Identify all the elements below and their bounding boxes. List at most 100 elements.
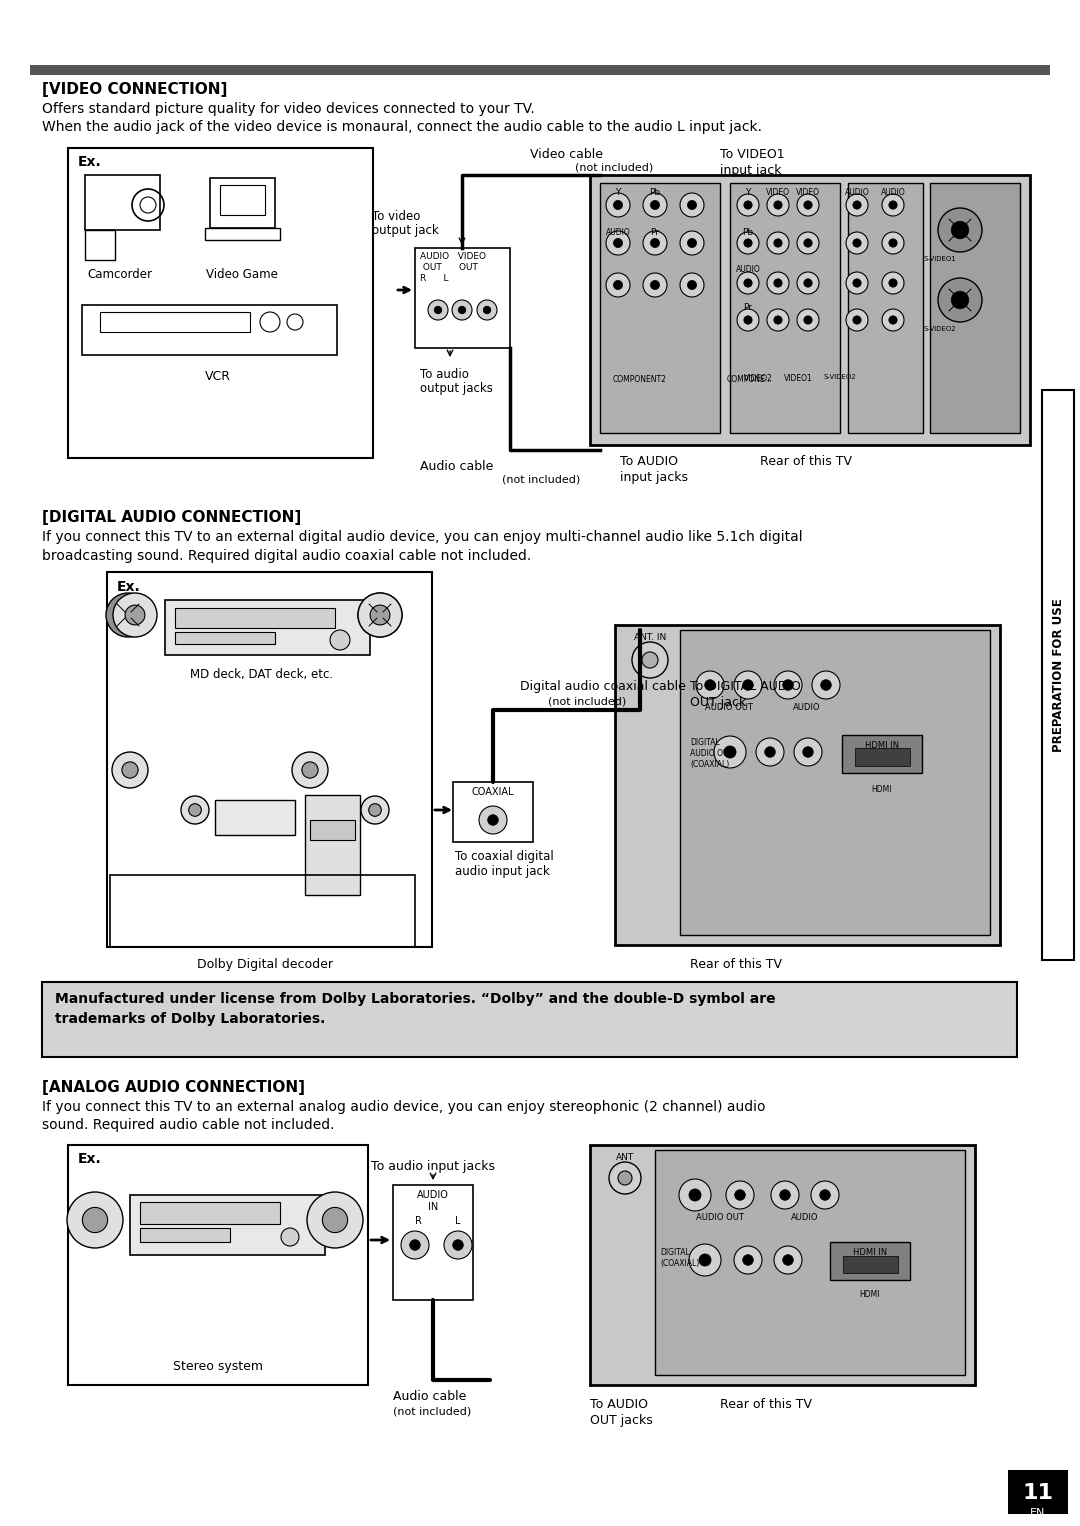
Circle shape	[804, 316, 812, 324]
Bar	[615, 626, 1000, 945]
Circle shape	[767, 272, 789, 295]
Text: AUDIO: AUDIO	[793, 703, 821, 713]
Text: S-VIDEO2: S-VIDEO2	[923, 327, 956, 333]
Circle shape	[743, 1254, 754, 1265]
Bar	[165, 600, 370, 655]
Bar	[730, 183, 840, 433]
Text: Audio cable: Audio cable	[420, 459, 494, 473]
Circle shape	[125, 606, 145, 626]
Circle shape	[802, 746, 813, 757]
Text: To VIDEO1: To VIDEO1	[720, 148, 785, 162]
Circle shape	[744, 316, 752, 324]
Bar	[220, 185, 265, 215]
Circle shape	[428, 301, 448, 320]
Circle shape	[767, 308, 789, 331]
Text: trademarks of Dolby Laboratories.: trademarks of Dolby Laboratories.	[55, 1012, 325, 1025]
Circle shape	[632, 642, 669, 678]
Circle shape	[372, 606, 389, 624]
Text: When the audio jack of the video device is monaural, connect the audio cable to : When the audio jack of the video device …	[42, 121, 762, 134]
Text: OUT jacks: OUT jacks	[590, 1415, 652, 1427]
Circle shape	[804, 240, 812, 247]
Text: S-VIDEO1: S-VIDEO1	[923, 256, 957, 262]
Circle shape	[756, 739, 784, 766]
Text: Pr: Pr	[743, 304, 753, 311]
Text: Offers standard picture quality for video devices connected to your TV.: Offers standard picture quality for vide…	[42, 102, 535, 116]
Circle shape	[679, 1180, 711, 1212]
Circle shape	[743, 679, 754, 690]
Bar	[140, 1228, 230, 1242]
Text: AUDIO OUT: AUDIO OUT	[697, 1213, 744, 1222]
Text: AUDIO: AUDIO	[606, 227, 631, 237]
Circle shape	[458, 307, 465, 314]
Circle shape	[797, 272, 819, 295]
Circle shape	[613, 200, 622, 209]
Circle shape	[292, 752, 328, 787]
Circle shape	[821, 679, 832, 690]
Text: ANT: ANT	[616, 1154, 634, 1161]
Text: DIGITAL: DIGITAL	[660, 1248, 690, 1257]
Bar	[843, 1256, 897, 1273]
Circle shape	[783, 679, 794, 690]
Text: (not included): (not included)	[575, 162, 653, 172]
Bar	[110, 874, 415, 948]
Text: To AUDIO: To AUDIO	[590, 1398, 648, 1412]
Text: VCR: VCR	[205, 369, 231, 383]
Circle shape	[409, 1239, 420, 1250]
Bar	[82, 305, 337, 356]
Bar	[855, 748, 910, 766]
Circle shape	[846, 232, 868, 253]
Circle shape	[846, 272, 868, 295]
Circle shape	[122, 761, 138, 778]
Circle shape	[361, 797, 389, 824]
Bar	[68, 148, 373, 458]
Text: EN: EN	[1030, 1508, 1045, 1518]
Circle shape	[357, 594, 402, 636]
Circle shape	[773, 279, 782, 287]
Circle shape	[889, 240, 897, 247]
Text: AUDIO   VIDEO: AUDIO VIDEO	[420, 252, 486, 261]
Text: HDMI: HDMI	[860, 1289, 880, 1299]
Bar	[590, 175, 1030, 446]
Bar	[600, 183, 720, 433]
Circle shape	[453, 1239, 463, 1250]
Circle shape	[689, 1244, 721, 1276]
Bar	[393, 1186, 473, 1300]
Circle shape	[688, 238, 697, 247]
Text: AUDIO: AUDIO	[792, 1213, 819, 1222]
Text: L: L	[455, 1216, 460, 1225]
Text: sound. Required audio cable not included.: sound. Required audio cable not included…	[42, 1119, 335, 1132]
Circle shape	[734, 671, 762, 699]
Circle shape	[704, 679, 715, 690]
Text: To AUDIO: To AUDIO	[620, 455, 678, 468]
Bar	[85, 175, 160, 230]
Bar	[100, 311, 249, 333]
Circle shape	[82, 1207, 108, 1233]
Text: If you connect this TV to an external digital audio device, you can enjoy multi-: If you connect this TV to an external di…	[42, 530, 802, 543]
Text: AUDIO: AUDIO	[417, 1190, 449, 1199]
Text: To audio input jacks: To audio input jacks	[372, 1160, 495, 1173]
Text: To video: To video	[372, 211, 420, 223]
Text: To DIGITAL AUDIO: To DIGITAL AUDIO	[690, 681, 801, 693]
Circle shape	[643, 192, 667, 217]
Text: Y: Y	[745, 188, 751, 197]
Circle shape	[368, 804, 381, 816]
Bar	[42, 983, 1017, 1058]
Bar	[140, 1202, 280, 1224]
Circle shape	[618, 1170, 632, 1186]
Circle shape	[889, 201, 897, 209]
Circle shape	[613, 281, 622, 290]
Circle shape	[804, 279, 812, 287]
Circle shape	[688, 200, 697, 209]
Circle shape	[765, 746, 775, 757]
Circle shape	[820, 1190, 831, 1201]
Circle shape	[737, 272, 759, 295]
Circle shape	[606, 273, 630, 298]
Circle shape	[401, 1231, 429, 1259]
Circle shape	[106, 594, 150, 636]
Circle shape	[882, 308, 904, 331]
Circle shape	[726, 1181, 754, 1209]
Circle shape	[699, 1254, 711, 1267]
Text: input jacks: input jacks	[620, 472, 688, 484]
Text: COMPONENT2: COMPONENT2	[613, 375, 667, 385]
Bar	[205, 227, 280, 240]
